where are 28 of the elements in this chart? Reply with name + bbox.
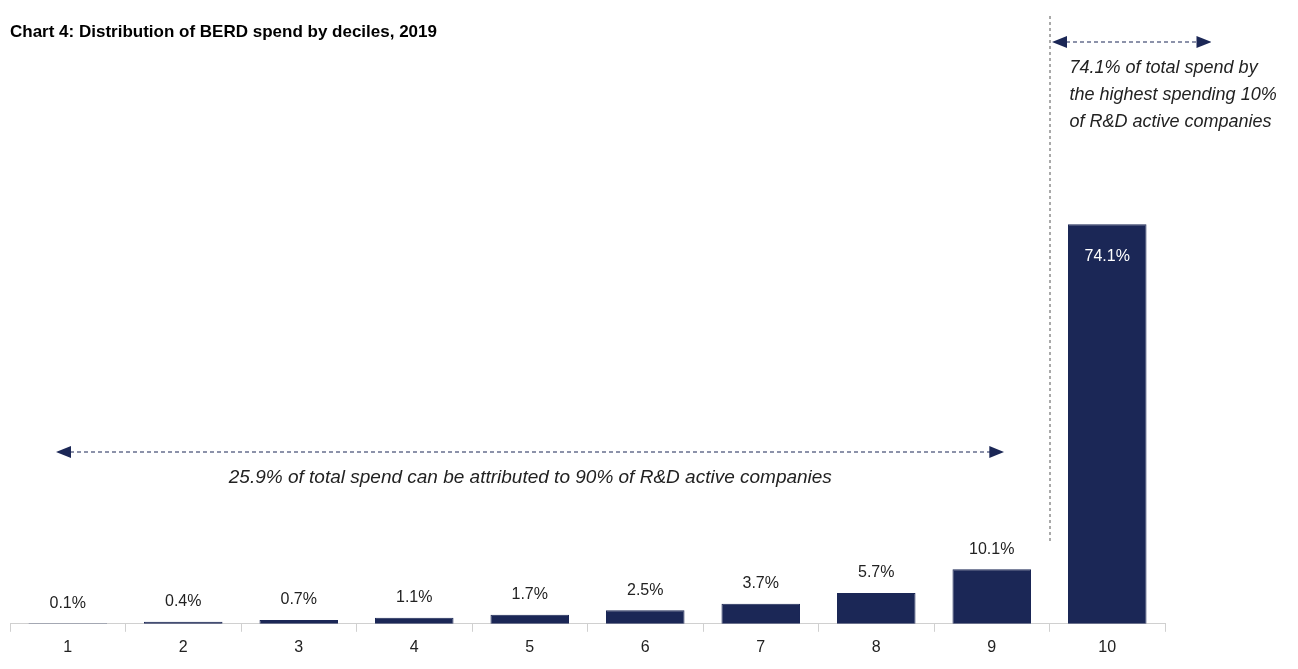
annotation: 25.9% of total spend can be attributed to 90% of R&D active companies (227, 465, 833, 488)
bar (952, 569, 1032, 624)
bar (836, 593, 916, 624)
x-tick-label: 4 (409, 637, 419, 655)
text: 74.1% of total spend by the highest spending 10% of R&D active companies (1069, 56, 1278, 133)
bar (1067, 224, 1147, 624)
data-label: 1.1% (396, 588, 433, 606)
x-tick-label: 3 (294, 637, 304, 655)
data-label: 0.4% (165, 592, 202, 610)
data-label: 3.7% (742, 574, 779, 592)
chart-title: Chart 4: Distribution of BERD spend by deciles, 2019 (10, 21, 437, 41)
x-tick-label: 6 (640, 637, 650, 655)
data-label: 10.1% (969, 539, 1015, 557)
x-tick-label: 1 (63, 637, 73, 655)
bar (721, 603, 801, 624)
x-tick-label: 2 (178, 637, 188, 655)
data-label: 0.7% (280, 590, 317, 608)
x-tick-label: 8 (871, 637, 881, 655)
x-tick-label: 10 (1098, 637, 1117, 655)
x-tick-label: 5 (525, 637, 535, 655)
data-label: 5.7% (858, 563, 895, 581)
data-label: 0.1% (49, 593, 86, 611)
x-tick-label: 9 (987, 637, 997, 655)
bar (605, 610, 685, 624)
data-label: 2.5% (627, 580, 664, 598)
data-label: 1.7% (511, 585, 548, 603)
x-tick-label: 7 (756, 637, 766, 655)
data-label: 74.1% (1084, 246, 1130, 264)
